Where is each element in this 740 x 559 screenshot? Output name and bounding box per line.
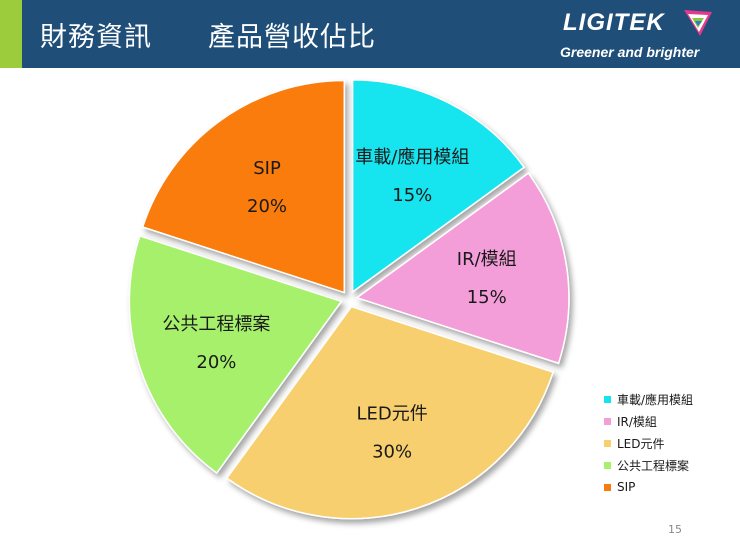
pie-slice	[225, 305, 555, 520]
legend-swatch	[604, 395, 611, 403]
ligitek-emblem-icon	[684, 10, 712, 36]
slice-value-label: 30%	[372, 442, 412, 463]
slice-category-label: LED元件	[356, 404, 427, 425]
legend-label: 公共工程標案	[617, 458, 690, 473]
chart-legend: 車載/應用模組 IR/模組 LED元件公共工程標案 SIP	[604, 388, 693, 498]
title-bar-accent	[0, 0, 22, 68]
slice-value-label: 20%	[196, 352, 236, 373]
slice-value-label: 20%	[247, 196, 287, 217]
legend-item: IR/模組	[604, 410, 693, 432]
legend-label: IR/模組	[617, 414, 657, 429]
slice-category-label: 公共工程標案	[162, 314, 270, 335]
page-title: 財務資訊 產品營收佔比	[40, 22, 376, 53]
legend-item: 車載/應用模組	[604, 388, 693, 410]
page-number: 15	[668, 523, 682, 536]
slice-category-label: SIP	[253, 158, 281, 179]
title-bar: 財務資訊 產品營收佔比 LIGITEK Greener and brighter	[0, 0, 740, 68]
slice-category-label: 車載/應用模組	[355, 146, 469, 168]
legend-item: LED元件	[604, 432, 693, 454]
legend-item: SIP	[604, 476, 693, 498]
pie-slice	[351, 79, 526, 294]
legend-swatch	[604, 439, 611, 447]
company-logo-text: LIGITEK	[563, 9, 665, 36]
slice-value-label: 15%	[467, 287, 507, 308]
pie-slice	[128, 235, 343, 475]
legend-swatch	[604, 461, 611, 469]
slice-category-label: IR/模組	[457, 249, 517, 270]
pie-slice	[355, 172, 570, 365]
company-tagline: Greener and brighter	[560, 44, 700, 60]
legend-swatch	[604, 483, 611, 491]
legend-label: SIP	[617, 480, 636, 494]
slice-value-label: 15%	[392, 185, 432, 206]
legend-label: 車載/應用模組	[617, 392, 694, 407]
pie-slice	[141, 79, 346, 294]
legend-item: 公共工程標案	[604, 454, 693, 476]
legend-label: LED元件	[617, 436, 665, 451]
legend-swatch	[604, 417, 611, 425]
